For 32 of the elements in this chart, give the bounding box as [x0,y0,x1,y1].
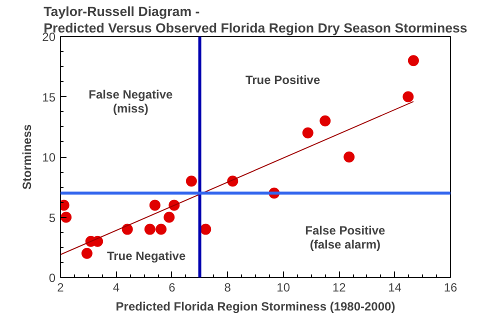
x-tick-label: 16 [444,280,458,294]
x-tick-label: 6 [168,280,176,294]
point [402,91,414,102]
point [149,200,160,211]
point [164,212,175,223]
x-tick-label: 4 [112,280,120,294]
point [344,152,355,162]
point [408,55,419,66]
point [81,248,92,259]
x-tick-label: 14 [388,280,402,294]
annotation: True Positive [245,72,320,87]
point [156,224,167,235]
annotation: False Negative (miss) [88,88,174,116]
x-axis-title: Predicted Florida Region Storminess (1980-2000) [116,300,396,314]
annotation: False Positive (false alarm) [305,224,386,252]
x-tick-label: 10 [276,280,290,294]
point [186,176,197,187]
y-axis-title: Storminess [20,124,34,190]
y-tick-label: 0 [48,271,56,285]
point [144,224,156,235]
y-tick-label: 5 [48,210,56,225]
x-tick-label: 12 [332,280,346,294]
y-tick-label: 10 [42,150,56,164]
annotation: True Negative [106,248,186,263]
x-tick-label: 2 [57,280,64,294]
point [302,127,314,138]
point [320,115,331,126]
point [60,212,72,223]
x-tick-label: 8 [224,280,232,294]
point [122,224,133,235]
y-tick-label: 15 [42,90,56,104]
point [200,224,212,235]
